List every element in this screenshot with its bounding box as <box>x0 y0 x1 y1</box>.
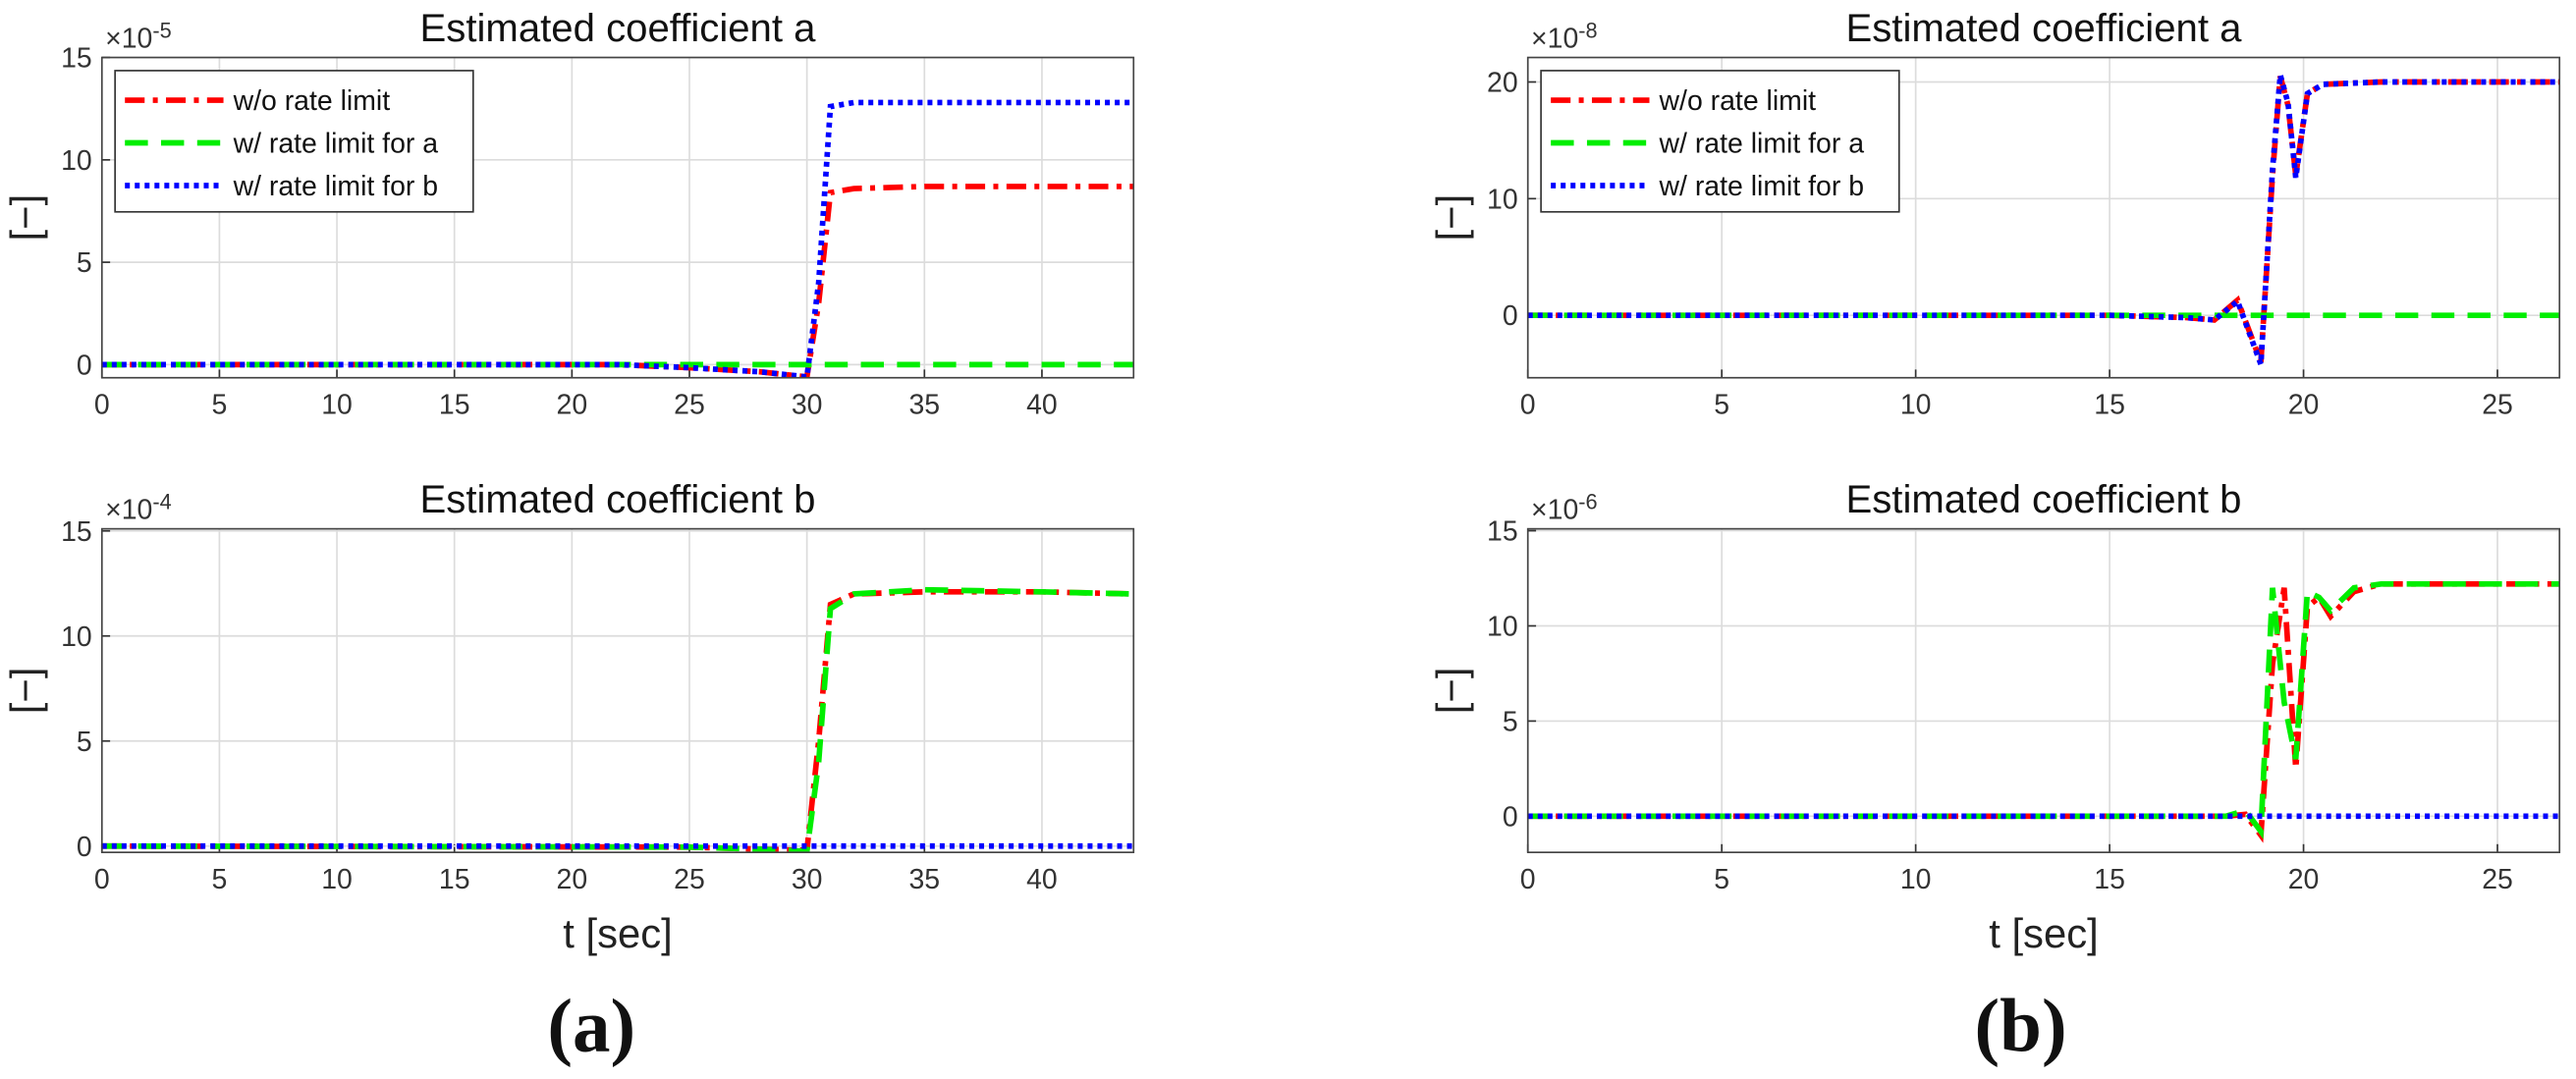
x-tick-label: 20 <box>557 864 588 895</box>
chart-title: Estimated coefficient a <box>420 6 817 50</box>
x-tick-label: 5 <box>1714 864 1729 895</box>
axes-box <box>100 527 1135 853</box>
y-tick-label: 0 <box>1503 801 1518 833</box>
legend-label: w/ rate limit for a <box>233 129 439 160</box>
x-tick-label: 10 <box>321 390 353 421</box>
y-axis-label: [−] <box>2 194 48 242</box>
x-tick-label: 30 <box>792 864 823 895</box>
x-tick-label: 0 <box>1520 390 1536 421</box>
y-tick-label: 5 <box>77 247 92 279</box>
x-axis-label: t [sec] <box>1989 910 2099 956</box>
x-tick-label: 5 <box>212 864 228 895</box>
y-tick-label: 5 <box>1503 706 1518 737</box>
panel-caption: (b) <box>1975 984 2067 1068</box>
multiplier-exponent: -4 <box>152 490 171 514</box>
legend-label: w/o rate limit <box>1659 85 1817 117</box>
x-tick-label: 0 <box>1520 864 1536 895</box>
y-multiplier: ×10-6 <box>1531 490 1598 526</box>
y-tick-label: 0 <box>77 832 92 863</box>
series-line <box>1527 74 2560 366</box>
plot-area <box>1527 528 2560 853</box>
y-multiplier: ×10-5 <box>105 18 172 54</box>
y-tick-label: 15 <box>61 43 92 75</box>
multiplier-exponent: -8 <box>1578 18 1597 42</box>
y-tick-label: 0 <box>77 350 92 381</box>
x-tick-label: 15 <box>2094 390 2125 421</box>
x-tick-label: 35 <box>908 390 940 421</box>
x-tick-label: 15 <box>439 864 470 895</box>
y-tick-label: 0 <box>1503 300 1518 332</box>
x-tick-label: 40 <box>1026 864 1058 895</box>
x-tick-label: 0 <box>94 390 110 421</box>
multiplier-base: ×10 <box>1531 24 1578 55</box>
y-axis-label: [−] <box>1428 668 1474 715</box>
x-tick-label: 40 <box>1026 390 1058 421</box>
legend-label: w/o rate limit <box>233 85 391 117</box>
x-tick-label: 25 <box>674 390 705 421</box>
x-tick-label: 20 <box>557 390 588 421</box>
y-multiplier: ×10-4 <box>105 490 172 526</box>
y-tick-label: 10 <box>61 621 92 653</box>
x-tick-label: 15 <box>439 390 470 421</box>
y-tick-label: 10 <box>1487 184 1518 215</box>
panel-caption: (a) <box>547 984 635 1068</box>
y-multiplier: ×10-8 <box>1531 18 1598 54</box>
multiplier-base: ×10 <box>105 24 152 55</box>
x-tick-label: 25 <box>2482 390 2513 421</box>
y-tick-label: 15 <box>1487 516 1518 548</box>
legend-label: w/ rate limit for b <box>233 171 438 202</box>
x-tick-label: 15 <box>2094 864 2125 895</box>
x-tick-label: 10 <box>1900 864 1932 895</box>
axes-box <box>1526 56 2561 379</box>
x-tick-label: 5 <box>1714 390 1729 421</box>
y-tick-label: 15 <box>61 516 92 548</box>
x-tick-label: 35 <box>908 864 940 895</box>
y-tick-label: 10 <box>1487 612 1518 643</box>
multiplier-exponent: -5 <box>152 18 171 42</box>
legend-label: w/ rate limit for a <box>1659 129 1865 160</box>
x-axis-label: t [sec] <box>563 910 673 956</box>
x-tick-label: 0 <box>94 864 110 895</box>
x-tick-label: 10 <box>1900 390 1932 421</box>
multiplier-base: ×10 <box>105 495 152 526</box>
chart-title: Estimated coefficient b <box>1845 477 2241 521</box>
x-tick-label: 20 <box>2288 390 2320 421</box>
x-tick-label: 30 <box>792 390 823 421</box>
y-axis-label: [−] <box>1428 194 1474 242</box>
chart-title: Estimated coefficient b <box>420 477 816 521</box>
y-tick-label: 10 <box>61 145 92 177</box>
axes-box <box>1526 527 2561 853</box>
legend-label: w/ rate limit for b <box>1659 171 1864 202</box>
chart-title: Estimated coefficient a <box>1845 6 2242 50</box>
plot-area <box>101 528 1134 853</box>
x-tick-label: 10 <box>321 864 353 895</box>
series-line <box>1527 580 2560 839</box>
multiplier-exponent: -6 <box>1578 490 1597 514</box>
multiplier-base: ×10 <box>1531 495 1578 526</box>
y-axis-label: [−] <box>2 668 48 715</box>
x-tick-label: 20 <box>2288 864 2320 895</box>
x-tick-label: 25 <box>2482 864 2513 895</box>
y-tick-label: 20 <box>1487 68 1518 99</box>
axes-box <box>100 56 1135 379</box>
series-line <box>101 99 1134 378</box>
x-tick-label: 25 <box>674 864 705 895</box>
x-tick-label: 5 <box>212 390 228 421</box>
y-tick-label: 5 <box>77 727 92 758</box>
